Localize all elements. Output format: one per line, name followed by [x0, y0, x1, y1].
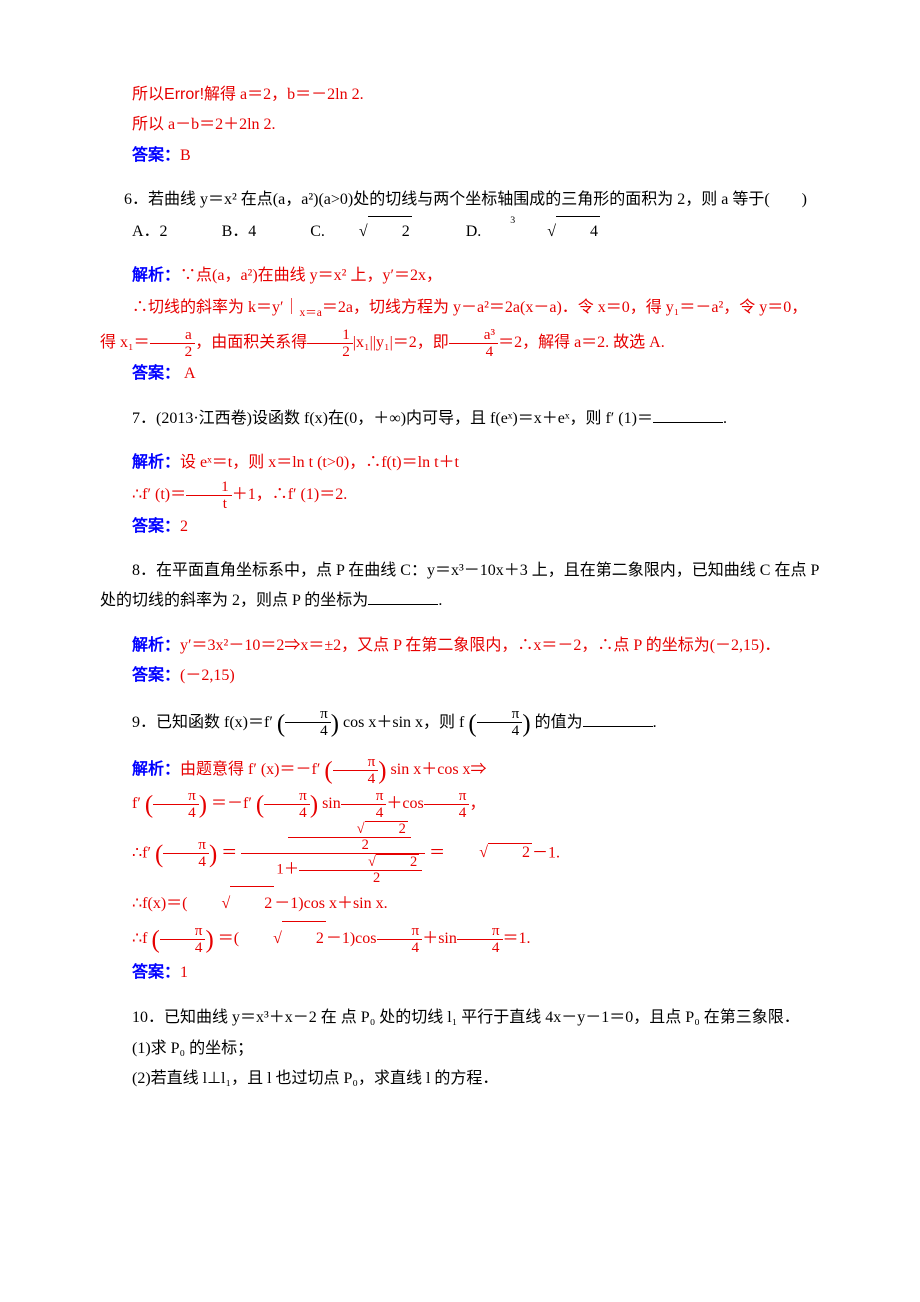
- q9-s3: ∴f′ (π4) ＝ 22 1＋22 ＝2－1.: [100, 821, 820, 887]
- answer-label: 答案：: [132, 518, 180, 535]
- q6-sol-line1: 解析：∵点(a，a²)在曲线 y＝x² 上，y′＝2x，: [100, 261, 820, 291]
- q9-solution: 解析：由题意得 f′ (x)＝－f′ (π4) sin x＋cos x⇒ f′ …: [100, 753, 820, 989]
- q9: 9．已知函数 f(x)＝f′ (π4) cos x＋sin x，则 f (π4)…: [100, 706, 820, 740]
- q10-stem: 10．已知曲线 y＝x³＋x－2 在 点 P₀ 处的切线 l₁ 平行于直线 4x…: [100, 1003, 820, 1033]
- q8-answer-row: 答案：(－2,15): [100, 661, 820, 691]
- q9-answer-row: 答案：1: [100, 956, 820, 990]
- blank: [368, 588, 438, 605]
- q7-stem: 7．(2013·江西卷)设函数 f(x)在(0，＋∞)内可导，且 f(eˣ)＝x…: [100, 404, 820, 434]
- q7-sol-line1: 解析：设 eˣ＝t，则 x＝ln t (t>0)，∴f(t)＝ln t＋t: [100, 448, 820, 478]
- fraction: a³4: [449, 327, 498, 360]
- answer-label: 答案：: [132, 667, 180, 684]
- fraction: 1t: [186, 479, 232, 512]
- q10-part2: (2)若直线 l⊥l₁，且 l 也过切点 P₀，求直线 l 的方程．: [100, 1064, 820, 1094]
- fraction: 12: [307, 327, 353, 360]
- q9-s2: f′ (π4) ＝－f′ (π4) sinπ4＋cosπ4，: [100, 787, 820, 821]
- blank: [653, 406, 723, 423]
- cube-root-icon: 34: [481, 216, 600, 247]
- q10: 10．已知曲线 y＝x³＋x－2 在 点 P₀ 处的切线 l₁ 平行于直线 4x…: [100, 1003, 820, 1094]
- q9-s5: ∴f (π4) ＝(2－1)cosπ4＋sinπ4＝1.: [100, 921, 820, 956]
- big-fraction: 22 1＋22: [241, 821, 425, 887]
- answer-label: 答案：: [132, 365, 180, 382]
- q5-error: Error!: [164, 86, 204, 103]
- q10-part1: (1)求 P₀ 的坐标；: [100, 1034, 820, 1064]
- fraction: π4: [285, 706, 331, 739]
- q5-line2: 所以 a－b＝2＋2ln 2.: [100, 110, 820, 140]
- q9-stem: 9．已知函数 f(x)＝f′ (π4) cos x＋sin x，则 f (π4)…: [100, 706, 820, 740]
- fraction: a2: [150, 327, 196, 360]
- blank: [583, 710, 653, 727]
- q5-l1-post: 解得 a＝2，b＝－2ln 2.: [204, 86, 364, 103]
- q7-sol-line2: ∴f′ (t)＝1t＋1，∴f′ (1)＝2.: [100, 479, 820, 512]
- q6-solution: 解析：∵点(a，a²)在曲线 y＝x² 上，y′＝2x， ∴切线的斜率为 k＝y…: [100, 261, 820, 390]
- solution-label: 解析：: [132, 637, 180, 654]
- q6-choices: A．2 B．4 C.2 D.34: [100, 216, 820, 247]
- q7-solution: 解析：设 eˣ＝t，则 x＝ln t (t>0)，∴f(t)＝ln t＋t ∴f…: [100, 448, 820, 542]
- sqrt-icon: 2: [325, 216, 412, 247]
- q5-l1-pre: 所以: [132, 86, 164, 103]
- q7: 7．(2013·江西卷)设函数 f(x)在(0，＋∞)内可导，且 f(eˣ)＝x…: [100, 404, 820, 434]
- q8-answer: (－2,15): [180, 667, 235, 684]
- q7-answer-row: 答案：2: [100, 512, 820, 542]
- q5-answer-row: 答案：B: [100, 141, 820, 171]
- q6-answer: A: [180, 365, 196, 382]
- q8-solution: 解析：y′＝3x²－10＝2⇒x＝±2，又点 P 在第二象限内，∴x＝－2，∴点…: [100, 631, 820, 692]
- q6-choice-a: A．2: [132, 223, 168, 240]
- q6-stem: 6．若曲线 y＝x² 在点(a，a²)(a>0)处的切线与两个坐标轴围成的三角形…: [100, 185, 820, 215]
- answer-label: 答案：: [132, 964, 180, 981]
- q6-choice-d: D.34: [466, 223, 600, 240]
- fraction: π4: [477, 706, 523, 739]
- q6-sol-line2: ∴切线的斜率为 k＝y′｜x＝a＝2a，切线方程为 y－a²＝2a(x－a)．令…: [100, 291, 820, 359]
- solution-label: 解析：: [132, 267, 180, 284]
- answer-label: 答案：: [132, 147, 180, 164]
- q8: 8．在平面直角坐标系中，点 P 在曲线 C：y＝x³－10x＋3 上，且在第二象…: [100, 556, 820, 617]
- q8-stem: 8．在平面直角坐标系中，点 P 在曲线 C：y＝x³－10x＋3 上，且在第二象…: [100, 556, 820, 617]
- q6-choice-b: B．4: [222, 223, 257, 240]
- q6-choice-c: C.2: [310, 223, 411, 240]
- solution-label: 解析：: [132, 761, 180, 778]
- q9-s1: 解析：由题意得 f′ (x)＝－f′ (π4) sin x＋cos x⇒: [100, 753, 820, 787]
- q5-solution-tail: 所以Error!解得 a＝2，b＝－2ln 2. 所以 a－b＝2＋2ln 2.…: [100, 80, 820, 171]
- q6-answer-row: 答案： A: [100, 359, 820, 389]
- q5-line1: 所以Error!解得 a＝2，b＝－2ln 2.: [100, 80, 820, 110]
- q9-answer: 1: [180, 964, 188, 981]
- q9-s4: ∴f(x)＝(2－1)cos x＋sin x.: [100, 886, 820, 921]
- q6: 6．若曲线 y＝x² 在点(a，a²)(a>0)处的切线与两个坐标轴围成的三角形…: [100, 185, 820, 247]
- q8-sol: 解析：y′＝3x²－10＝2⇒x＝±2，又点 P 在第二象限内，∴x＝－2，∴点…: [100, 631, 820, 661]
- q7-answer: 2: [180, 518, 188, 535]
- solution-label: 解析：: [132, 454, 180, 471]
- q5-answer: B: [180, 147, 191, 164]
